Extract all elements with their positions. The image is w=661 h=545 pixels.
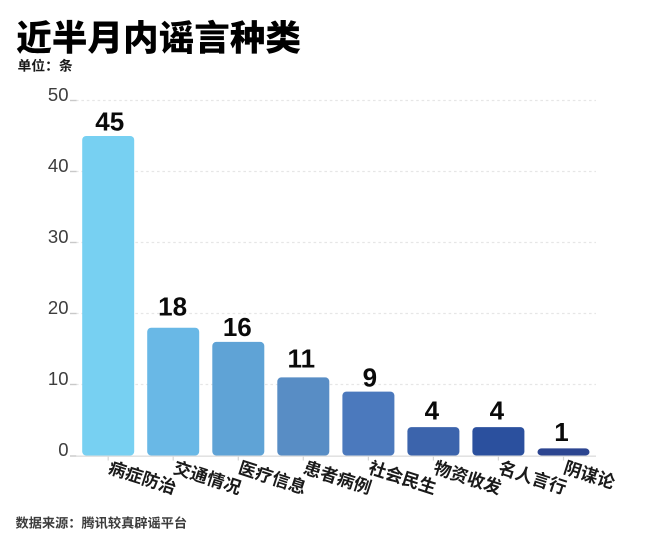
svg-text:30: 30 [48,226,69,247]
svg-text:50: 50 [48,84,69,105]
svg-text:4: 4 [425,395,440,425]
svg-text:45: 45 [95,107,124,137]
svg-text:4: 4 [490,395,505,425]
svg-text:40: 40 [48,155,69,176]
svg-text:16: 16 [223,312,252,342]
svg-text:20: 20 [48,297,69,318]
svg-text:1: 1 [554,417,568,447]
svg-text:9: 9 [363,363,377,393]
svg-text:0: 0 [58,439,68,460]
svg-text:11: 11 [288,344,316,374]
svg-text:10: 10 [48,368,69,389]
svg-text:18: 18 [158,291,187,321]
